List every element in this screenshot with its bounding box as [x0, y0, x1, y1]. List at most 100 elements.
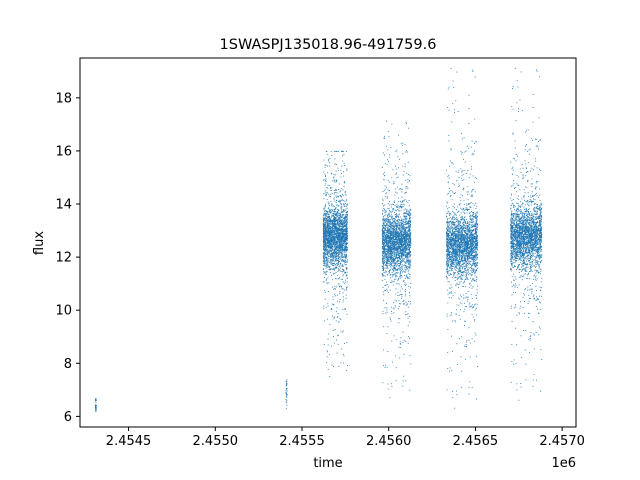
data-point: [397, 234, 399, 236]
data-point: [403, 232, 405, 234]
data-point: [345, 247, 347, 249]
data-point: [400, 205, 402, 207]
data-point: [393, 229, 395, 230]
data-point: [331, 226, 333, 228]
data-point: [338, 189, 339, 190]
data-point: [384, 154, 385, 156]
data-point: [341, 227, 343, 229]
data-point: [389, 190, 391, 192]
data-point: [323, 262, 325, 264]
data-point: [386, 241, 388, 243]
data-point: [337, 247, 339, 249]
data-point: [338, 234, 340, 235]
data-point: [393, 225, 394, 227]
data-point: [396, 276, 398, 278]
data-point: [326, 232, 328, 234]
data-point: [331, 224, 333, 226]
data-point: [331, 364, 333, 366]
data-point: [329, 236, 331, 238]
data-point: [335, 214, 337, 216]
data-point: [405, 179, 407, 181]
data-point: [333, 234, 335, 236]
data-point: [404, 247, 406, 249]
data-point: [398, 266, 400, 268]
data-point: [393, 256, 395, 258]
data-point: [408, 227, 410, 228]
data-point: [341, 196, 342, 198]
data-point: [338, 261, 340, 262]
data-point: [397, 235, 399, 237]
data-point: [331, 255, 333, 256]
data-point: [385, 237, 387, 239]
data-point: [396, 265, 398, 267]
data-point: [337, 315, 339, 317]
data-point: [336, 255, 338, 257]
data-point: [345, 262, 347, 263]
data-point: [409, 225, 411, 227]
data-point: [408, 214, 410, 216]
data-point: [401, 207, 403, 209]
data-point: [335, 266, 336, 268]
data-point: [382, 230, 384, 232]
data-point: [386, 234, 388, 235]
data-point: [340, 247, 342, 249]
data-point: [328, 253, 330, 255]
data-point: [325, 165, 327, 166]
data-point: [334, 163, 336, 165]
data-point: [331, 256, 333, 257]
data-point: [345, 223, 347, 225]
data-point: [336, 248, 338, 250]
data-point: [343, 220, 345, 222]
data-point: [387, 196, 389, 198]
data-point: [332, 296, 334, 298]
data-point: [389, 211, 391, 213]
data-point: [403, 299, 405, 301]
data-point: [343, 175, 345, 177]
data-point: [390, 262, 392, 264]
data-point: [391, 237, 393, 239]
data-point: [286, 395, 288, 397]
data-point: [399, 223, 401, 225]
data-point: [403, 218, 405, 220]
data-point: [333, 213, 335, 215]
data-point: [339, 228, 341, 230]
data-point: [392, 227, 394, 229]
data-point: [408, 246, 410, 248]
data-point: [335, 310, 337, 312]
data-point: [382, 265, 384, 266]
data-point: [408, 221, 410, 223]
data-point: [338, 201, 340, 202]
data-point: [344, 210, 346, 211]
data-point: [401, 251, 403, 253]
data-point: [286, 379, 288, 381]
data-point: [389, 318, 391, 320]
data-point: [322, 222, 324, 224]
data-point: [330, 240, 332, 242]
data-point: [95, 404, 97, 406]
data-point: [401, 271, 403, 273]
data-point: [405, 243, 407, 245]
data-point: [409, 238, 411, 240]
data-point: [324, 236, 326, 238]
data-point: [405, 226, 406, 228]
data-point: [388, 241, 390, 243]
data-point: [323, 245, 325, 247]
data-point: [343, 247, 345, 249]
data-point: [323, 238, 325, 240]
data-point: [387, 232, 389, 234]
data-point: [392, 217, 394, 219]
data-point: [332, 315, 333, 317]
data-point: [392, 260, 394, 262]
data-point: [339, 240, 341, 242]
data-point: [328, 244, 330, 246]
data-point: [404, 263, 406, 265]
data-point: [342, 250, 344, 252]
data-point: [344, 202, 346, 204]
data-point: [326, 235, 328, 236]
data-point: [333, 250, 335, 252]
data-point: [336, 220, 338, 222]
data-point: [397, 176, 399, 178]
data-point: [324, 192, 326, 194]
data-point: [336, 236, 338, 238]
data-point: [332, 221, 333, 222]
